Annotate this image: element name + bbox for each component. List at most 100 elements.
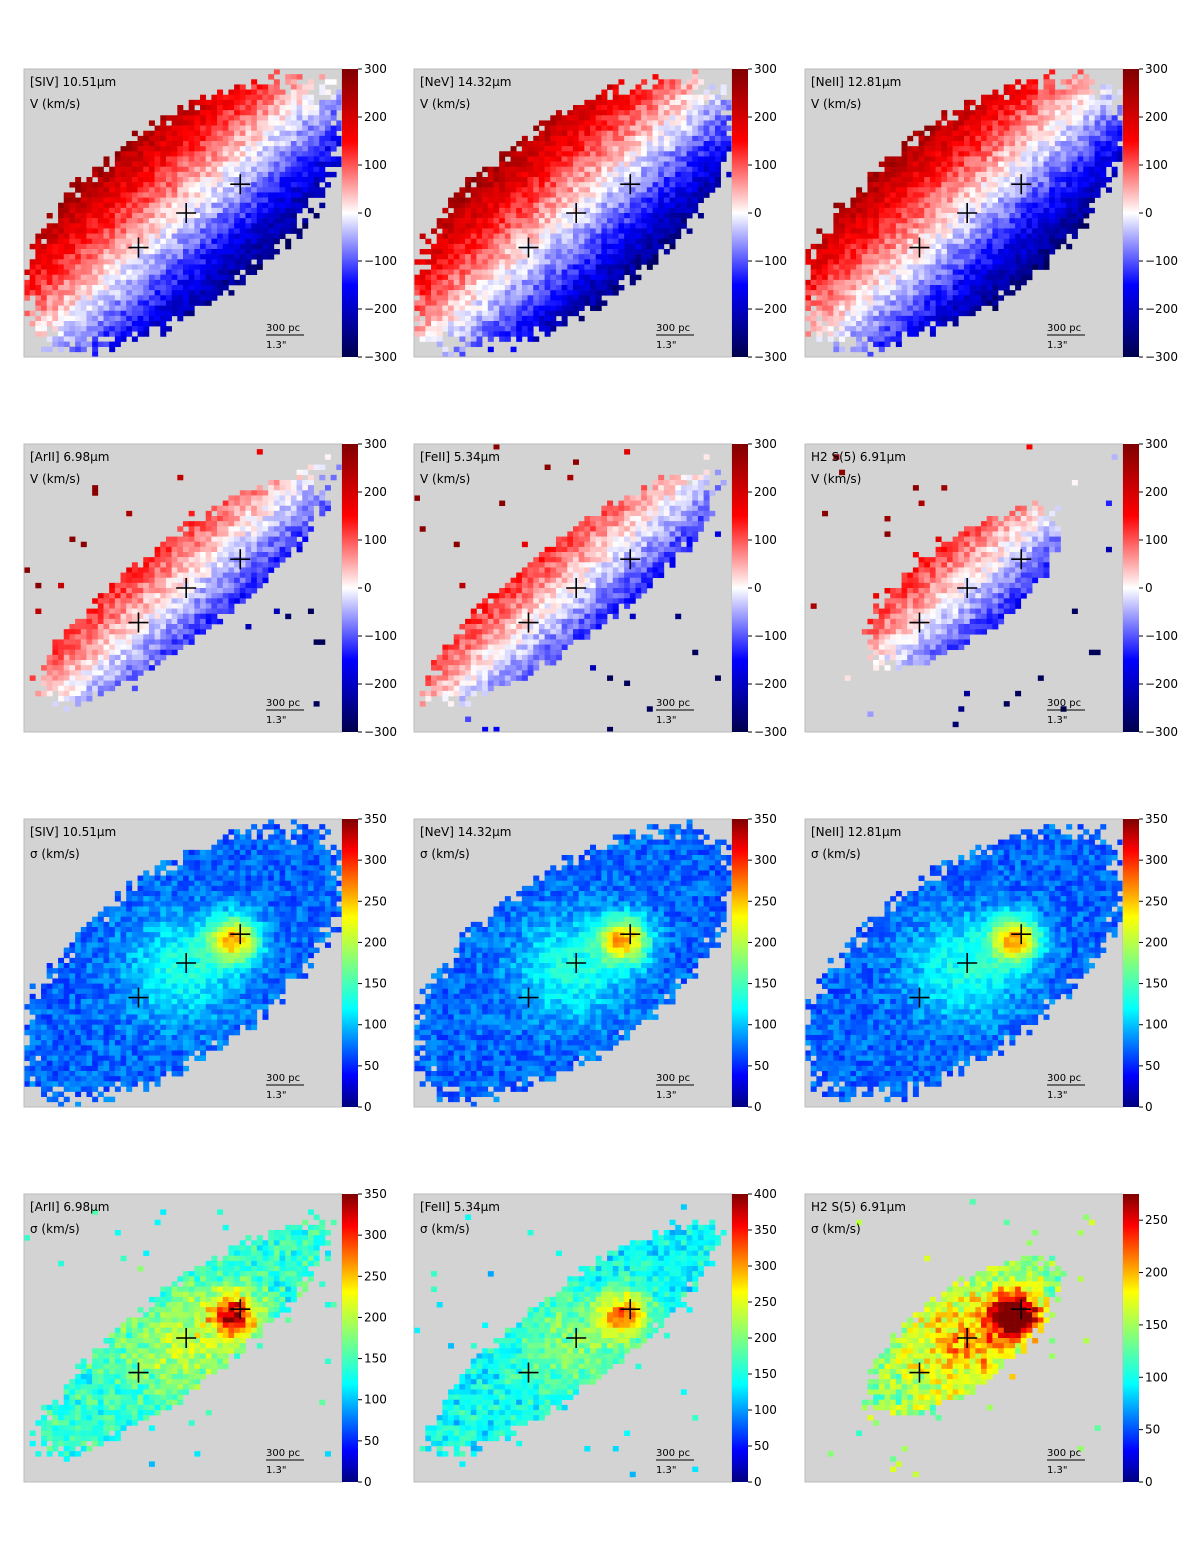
map-pixel bbox=[624, 131, 630, 136]
map-pixel bbox=[567, 218, 573, 223]
map-pixel bbox=[522, 249, 528, 254]
map-pixel bbox=[1015, 203, 1021, 208]
map-pixel bbox=[545, 239, 551, 244]
map-pixel bbox=[86, 218, 92, 223]
map-pixel bbox=[98, 177, 104, 182]
map-pixel bbox=[280, 136, 286, 141]
map-pixel bbox=[533, 162, 539, 167]
map-pixel bbox=[92, 244, 98, 249]
map-pixel bbox=[913, 290, 919, 295]
map-pixel bbox=[698, 100, 704, 105]
map-pixel bbox=[653, 259, 659, 264]
map-pixel bbox=[641, 126, 647, 131]
map-pixel bbox=[206, 218, 212, 223]
map-pixel bbox=[1015, 146, 1021, 151]
map-pixel bbox=[280, 228, 286, 233]
map-pixel bbox=[601, 300, 607, 305]
map-pixel bbox=[562, 156, 568, 161]
map-pixel bbox=[879, 306, 885, 311]
map-pixel bbox=[907, 208, 913, 213]
map-pixel bbox=[890, 172, 896, 177]
map-pixel bbox=[964, 280, 970, 285]
map-pixel bbox=[522, 280, 528, 285]
map-pixel bbox=[624, 177, 630, 182]
map-pixel bbox=[511, 290, 517, 295]
map-pixel bbox=[919, 213, 925, 218]
map-pixel bbox=[206, 249, 212, 254]
map-pixel bbox=[308, 84, 314, 89]
map-pixel bbox=[280, 162, 286, 167]
map-pixel bbox=[941, 244, 947, 249]
map-pixel bbox=[482, 321, 488, 326]
map-pixel bbox=[488, 326, 494, 331]
map-pixel bbox=[431, 259, 437, 264]
map-pixel bbox=[104, 285, 110, 290]
map-pixel bbox=[448, 326, 454, 331]
map-pixel bbox=[64, 239, 70, 244]
map-pixel bbox=[516, 213, 522, 218]
map-pixel bbox=[92, 336, 98, 341]
map-pixel bbox=[86, 187, 92, 192]
map-pixel bbox=[998, 270, 1004, 275]
map-pixel bbox=[522, 151, 528, 156]
map-pixel bbox=[856, 311, 862, 316]
map-pixel bbox=[291, 120, 297, 125]
map-pixel bbox=[499, 331, 505, 336]
map-pixel bbox=[499, 234, 505, 239]
map-pixel bbox=[618, 151, 624, 156]
map-pixel bbox=[58, 218, 64, 223]
map-pixel bbox=[590, 162, 596, 167]
map-pixel bbox=[856, 187, 862, 192]
map-pixel bbox=[263, 218, 269, 223]
map-pixel bbox=[630, 115, 636, 120]
map-pixel bbox=[822, 259, 828, 264]
map-pixel bbox=[936, 146, 942, 151]
map-pixel bbox=[653, 208, 659, 213]
map-pixel bbox=[516, 239, 522, 244]
map-pixel bbox=[879, 208, 885, 213]
map-pixel bbox=[850, 270, 856, 275]
map-pixel bbox=[947, 146, 953, 151]
map-pixel bbox=[998, 203, 1004, 208]
map-pixel bbox=[550, 295, 556, 300]
map-pixel bbox=[941, 182, 947, 187]
map-pixel bbox=[845, 264, 851, 269]
map-pixel bbox=[902, 187, 908, 192]
map-pixel bbox=[189, 285, 195, 290]
map-pixel bbox=[930, 213, 936, 218]
map-pixel bbox=[704, 115, 710, 120]
map-pixel bbox=[856, 275, 862, 280]
map-pixel bbox=[75, 285, 81, 290]
map-pixel bbox=[488, 203, 494, 208]
map-pixel bbox=[1015, 275, 1021, 280]
map-pixel bbox=[1015, 187, 1021, 192]
map-pixel bbox=[867, 321, 873, 326]
map-pixel bbox=[845, 223, 851, 228]
map-pixel bbox=[930, 162, 936, 167]
map-pixel bbox=[81, 285, 87, 290]
map-pixel bbox=[149, 131, 155, 136]
map-pixel bbox=[930, 326, 936, 331]
map-pixel bbox=[499, 336, 505, 341]
map-pixel bbox=[924, 213, 930, 218]
map-pixel bbox=[69, 336, 75, 341]
map-pixel bbox=[879, 187, 885, 192]
map-pixel bbox=[251, 167, 257, 172]
map-pixel bbox=[681, 141, 687, 146]
map-pixel bbox=[919, 167, 925, 172]
map-pixel bbox=[890, 295, 896, 300]
map-pixel bbox=[618, 213, 624, 218]
map-pixel bbox=[867, 192, 873, 197]
map-pixel bbox=[511, 167, 517, 172]
map-pixel bbox=[291, 90, 297, 95]
map-pixel bbox=[562, 300, 568, 305]
map-pixel bbox=[64, 203, 70, 208]
map-pixel bbox=[302, 136, 308, 141]
map-pixel bbox=[919, 228, 925, 233]
map-pixel bbox=[476, 264, 482, 269]
map-pixel bbox=[257, 203, 263, 208]
map-pixel bbox=[833, 213, 839, 218]
map-pixel bbox=[681, 120, 687, 125]
map-pixel bbox=[681, 146, 687, 151]
map-pixel bbox=[879, 182, 885, 187]
